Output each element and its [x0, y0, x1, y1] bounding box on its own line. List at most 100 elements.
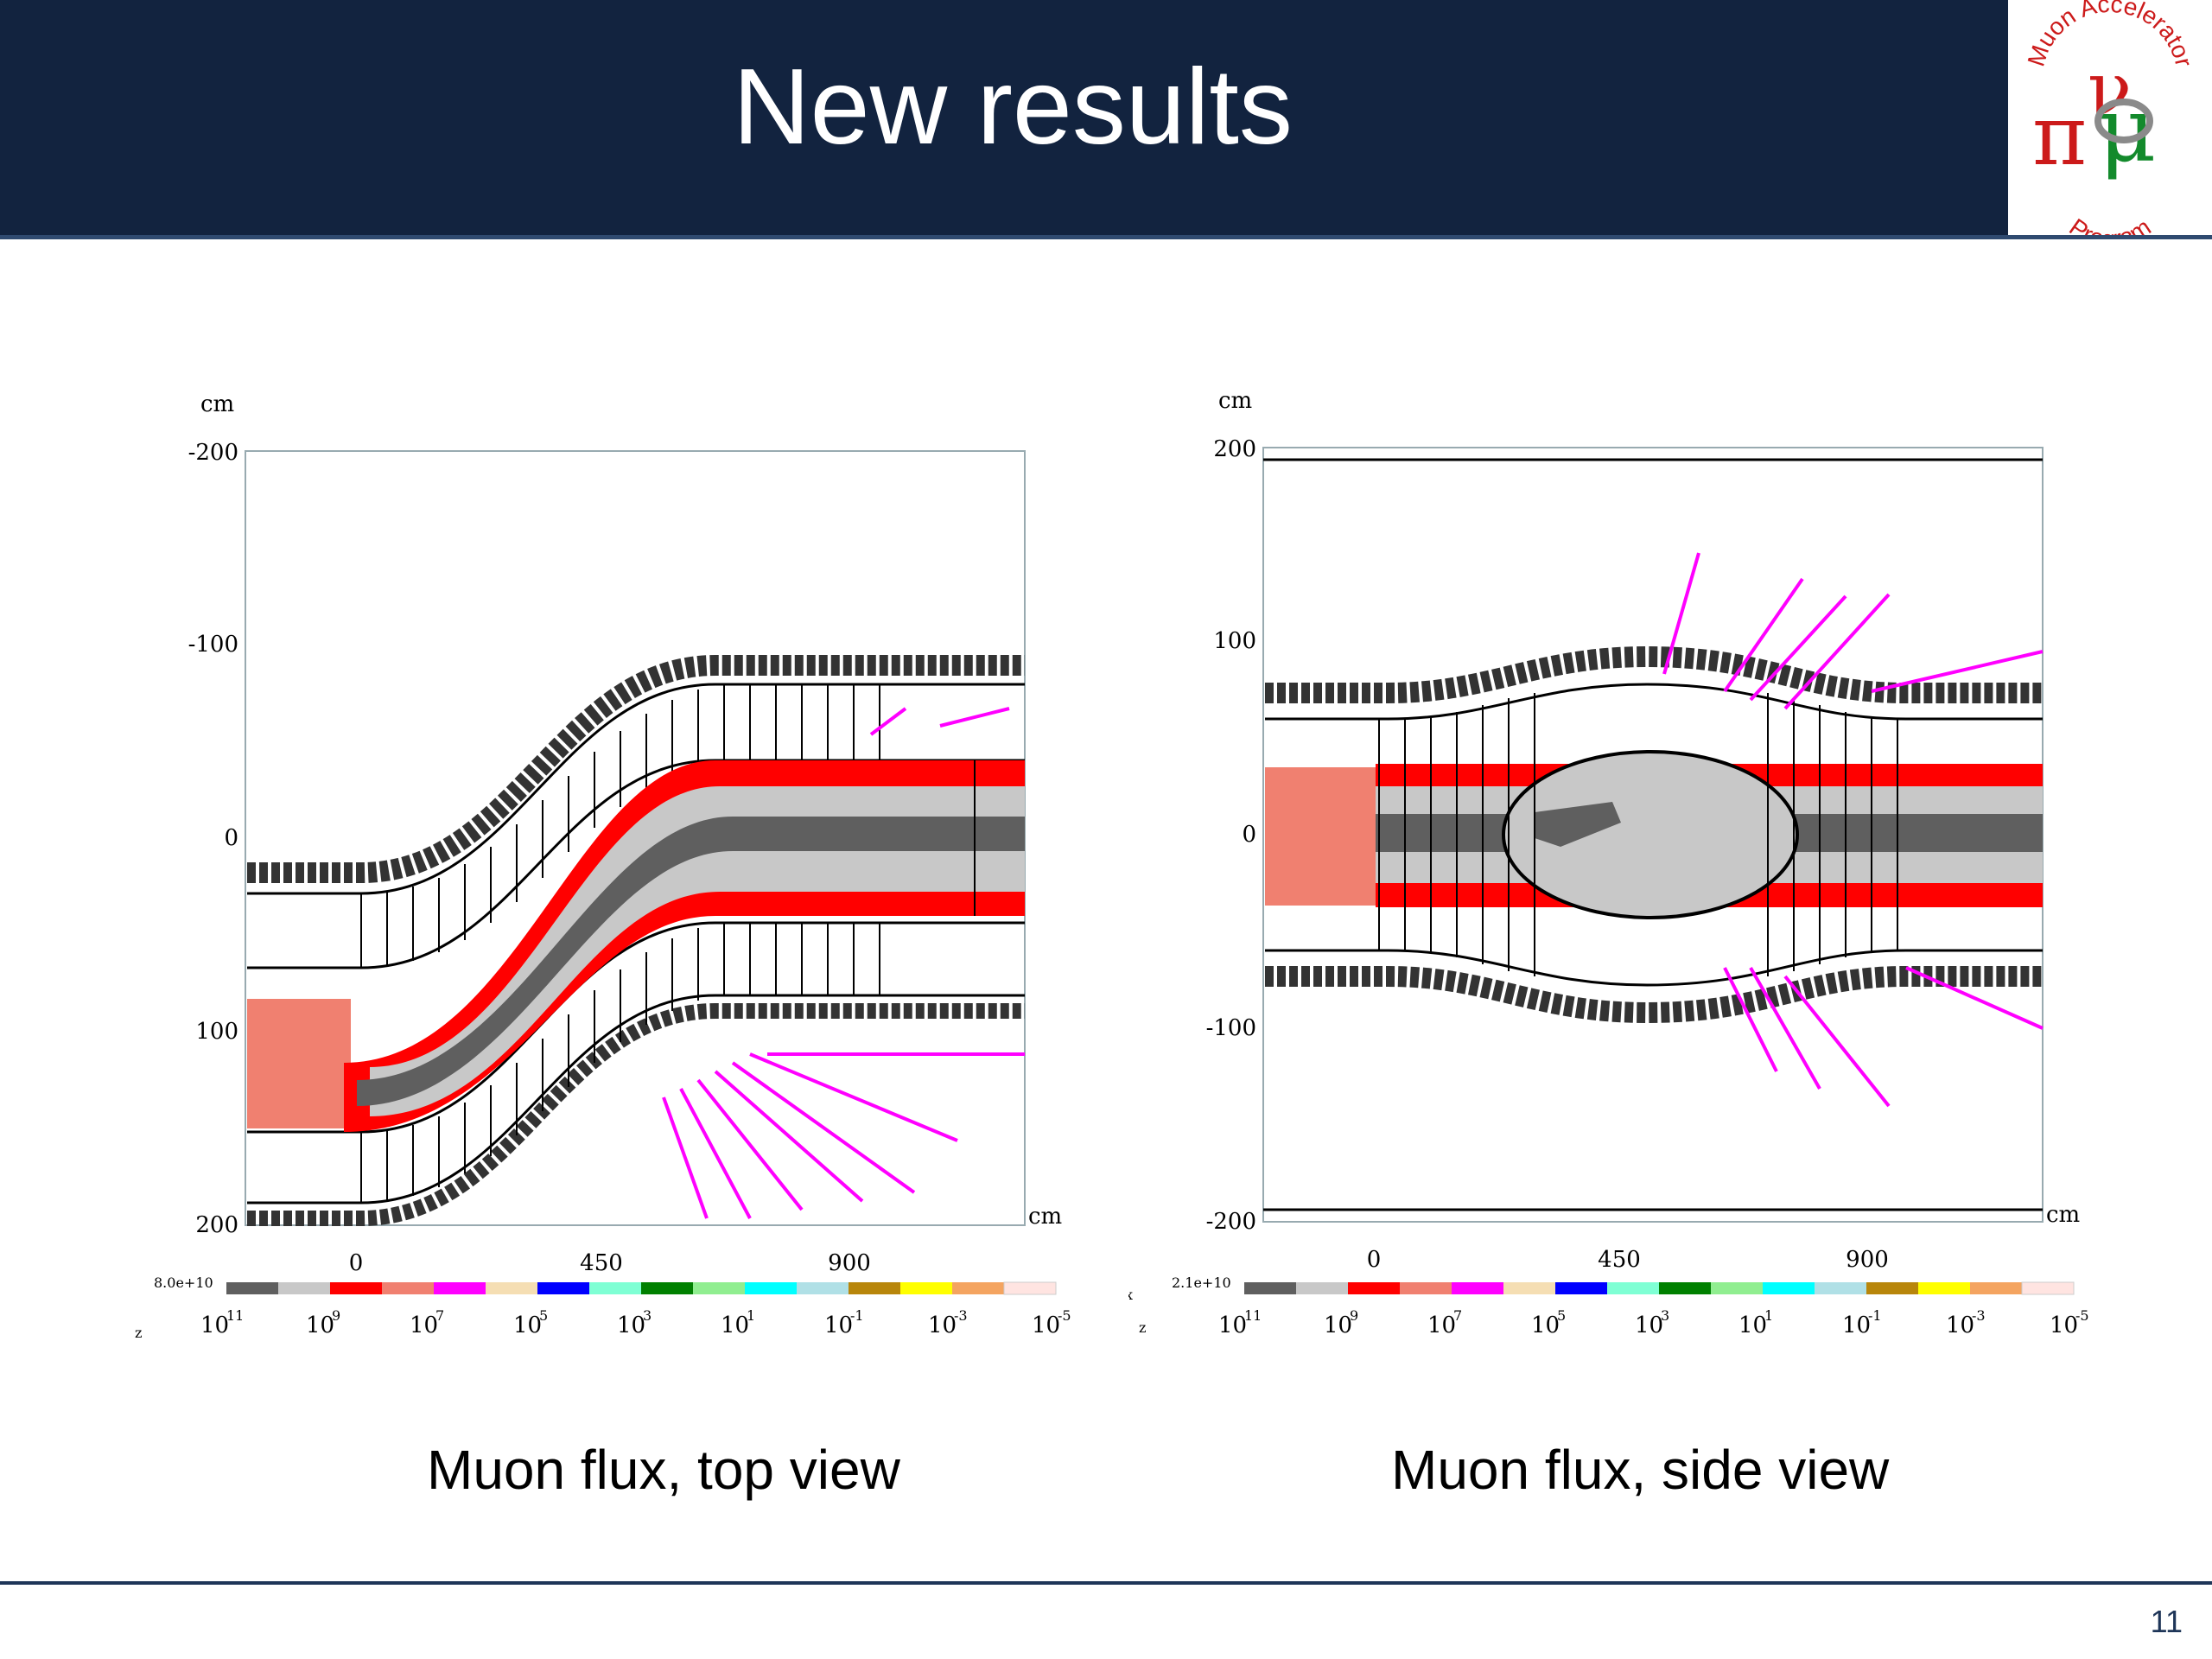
x-tick-label: 450 — [1598, 1247, 1641, 1273]
lower-coil-band — [1265, 966, 2043, 1024]
colorbar-tick: 10 — [1427, 1313, 1456, 1338]
upper-coil-band — [1265, 645, 2043, 703]
muon-flux-top-view-plot: cm -200 -100 0 100 200 — [111, 380, 1113, 1348]
colorbar-exponent: -5 — [2075, 1307, 2089, 1324]
header-divider — [0, 235, 2212, 239]
colorbar-tick: 10 — [2050, 1313, 2078, 1338]
incoming-beam-flux — [247, 999, 351, 1128]
slide-title: New results — [733, 48, 1293, 167]
y-axis-unit: cm — [200, 391, 234, 417]
upper-shield-line — [247, 683, 1025, 895]
vessel-core-flux — [1535, 802, 1621, 847]
colorbar-tick: 10 — [1324, 1313, 1352, 1338]
colorbar-tick: 10 — [410, 1313, 438, 1338]
colorbar-tick-labels: 10 10 10 10 10 10 10 10 10 — [200, 1313, 1060, 1338]
colorbar-tick: 10 — [824, 1313, 853, 1338]
colorbar-exponent: 7 — [1453, 1307, 1462, 1324]
x-axis-unit: cm — [1028, 1204, 1062, 1230]
y-tick-label: -100 — [188, 632, 238, 658]
lower-coil-ribs — [360, 923, 880, 1203]
colorbar-exponent: -5 — [1058, 1307, 1071, 1324]
peak-flux-region — [370, 786, 1025, 1116]
colorbar-max-label: 2.1e+10 — [1172, 1274, 1231, 1291]
x-axis-unit: cm — [2046, 1202, 2080, 1228]
logo-bottom-text: Program — [2064, 213, 2156, 252]
colorbar-exponent: 9 — [1350, 1307, 1358, 1324]
colorbar-max-label: 8.0e+10 — [154, 1274, 213, 1291]
y-tick-label: 100 — [195, 1019, 238, 1045]
y-tick-label: 0 — [1242, 822, 1256, 848]
x-tick-label: 900 — [1846, 1247, 1889, 1273]
colorbar-exponent: 1 — [1764, 1307, 1773, 1324]
x-tick-label: 900 — [828, 1250, 871, 1276]
central-vessel-outline — [1502, 750, 1799, 919]
axis-indicator-z: z — [135, 1325, 142, 1341]
scattered-muon-tracks — [1662, 552, 2044, 1108]
top-view-svg: cm -200 -100 0 100 200 — [135, 391, 1071, 1341]
upper-shield-line — [1265, 683, 2043, 721]
colorbar-exponent: 1 — [747, 1307, 755, 1324]
colorbar-exponent: 11 — [1244, 1307, 1262, 1324]
logo-pi-glyph: π — [2032, 87, 2087, 184]
colorbar-exponent: 5 — [1557, 1307, 1566, 1324]
colorbar-tick: 10 — [1738, 1313, 1767, 1338]
axis-indicator-x: x — [1128, 1287, 1133, 1303]
colorbar-exponent: -1 — [1868, 1307, 1882, 1324]
colorbar-exponent: 9 — [332, 1307, 340, 1324]
colorbar-tick: 10 — [1635, 1313, 1663, 1338]
colorbar-exponent: 3 — [1661, 1307, 1669, 1324]
x-tick-label: 0 — [349, 1250, 364, 1276]
header-bar — [0, 0, 2212, 235]
colorbar-exponent: 7 — [435, 1307, 444, 1324]
upper-inner-line — [247, 759, 1025, 969]
upper-coil-band — [247, 655, 1025, 883]
colorbar-exponent: -3 — [954, 1307, 968, 1324]
core-flux-region — [357, 817, 1025, 1106]
colorbar-exponent: 11 — [226, 1307, 244, 1324]
colorbar-tick: 10 — [200, 1313, 229, 1338]
colorbar-tick: 10 — [1218, 1313, 1247, 1338]
y-tick-label: 200 — [1213, 436, 1256, 462]
colorbar-tick: 10 — [617, 1313, 645, 1338]
lower-shield-line — [247, 994, 1025, 1205]
lower-shield-line — [1265, 949, 2043, 987]
muon-flux-side-view-plot: cm 200 100 0 -100 -200 — [1128, 380, 2131, 1348]
y-tick-label: -200 — [188, 440, 238, 466]
svg-text:Program: Program — [2064, 213, 2156, 235]
logo-orbit — [2094, 99, 2153, 143]
colorbar-exponent: 3 — [643, 1307, 652, 1324]
muon-accelerator-program-logo: Muon Accelerator Program π ν μ — [2008, 0, 2212, 252]
coil-ribs — [1378, 693, 1898, 976]
axis-indicator-z: z — [1139, 1319, 1146, 1336]
colorbar-exponent: -3 — [1972, 1307, 1986, 1324]
colorbar-tick: 10 — [1946, 1313, 1974, 1338]
colorbar-tick: 10 — [928, 1313, 957, 1338]
colorbar-exponents: 11 9 7 5 3 1 -1 -3 -5 — [226, 1307, 1071, 1324]
colorbar-tick: 10 — [1032, 1313, 1060, 1338]
y-axis-unit: cm — [1218, 388, 1252, 414]
colorbar-exponents: 11 9 7 5 3 1 -1 -3 -5 — [1244, 1307, 2089, 1324]
y-tick-label: 0 — [224, 825, 238, 851]
colorbar-tick: 10 — [513, 1313, 542, 1338]
y-tick-label: 100 — [1213, 628, 1256, 654]
colorbar-tick: 10 — [1842, 1313, 1871, 1338]
lower-coil-band — [247, 1003, 1025, 1226]
colorbar-exponent: 5 — [539, 1307, 548, 1324]
colorbar-tick: 10 — [1531, 1313, 1560, 1338]
colorbar-tick: 10 — [721, 1313, 749, 1338]
caption-top-view: Muon flux, top view — [427, 1439, 900, 1501]
incoming-beam-flux — [1265, 767, 1379, 906]
colorbar-tick-labels: 10 10 10 10 10 10 10 10 10 — [1218, 1313, 2078, 1338]
scattered-muon-tracks — [662, 707, 1025, 1219]
colorbar-tick: 10 — [306, 1313, 334, 1338]
footer-divider — [0, 1581, 2212, 1585]
side-view-svg: cm 200 100 0 -100 -200 — [1128, 388, 2089, 1338]
colorbar-exponent: -1 — [850, 1307, 864, 1324]
upper-coil-ribs — [360, 684, 880, 968]
caption-side-view: Muon flux, side view — [1391, 1439, 1890, 1501]
colorbar — [226, 1281, 1057, 1295]
page-number: 11 — [2150, 1604, 2183, 1639]
colorbar — [1244, 1281, 2075, 1295]
x-tick-label: 0 — [1367, 1247, 1382, 1273]
y-tick-label: -100 — [1206, 1015, 1256, 1041]
